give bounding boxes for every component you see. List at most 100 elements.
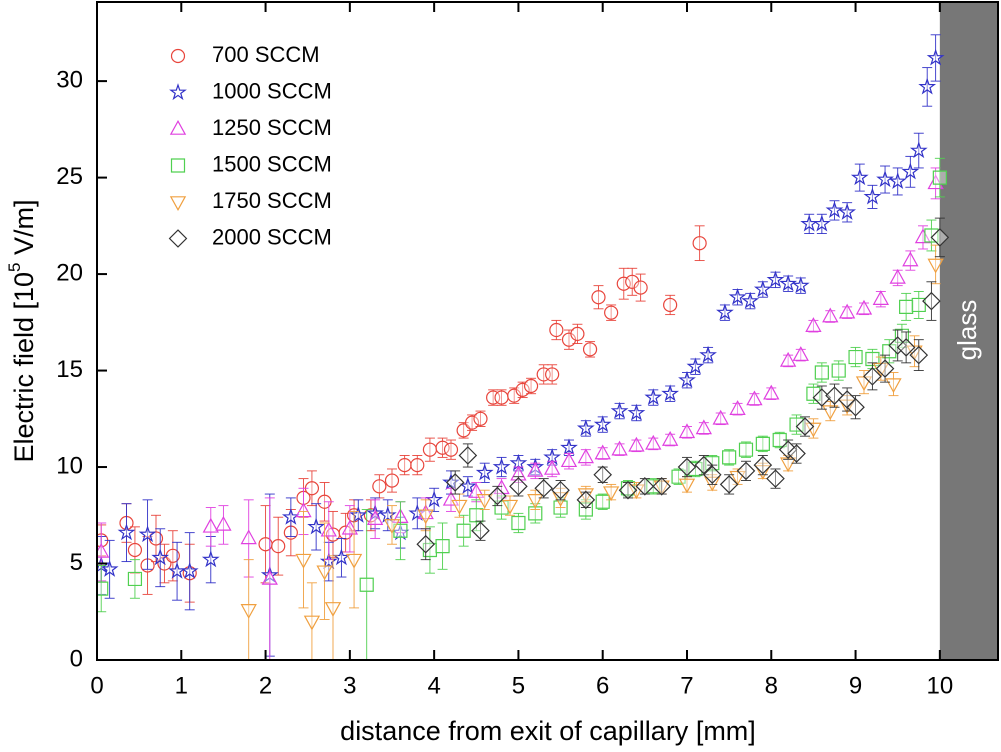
- data-point: [746, 390, 763, 406]
- data-point: [445, 473, 465, 492]
- error-bar: [770, 468, 781, 489]
- data-point: [875, 359, 895, 378]
- data-point: [511, 515, 526, 531]
- data-point: [117, 523, 136, 541]
- x-axis-label: distance from exit of capillary [mm]: [340, 716, 756, 746]
- x-tick-label: 2: [259, 672, 272, 699]
- data-point: [545, 367, 560, 382]
- shaded-region: [939, 2, 998, 660]
- data-point: [240, 529, 257, 545]
- data-point: [397, 458, 412, 473]
- data-point: [303, 615, 321, 631]
- plot-frame: [96, 1, 999, 661]
- data-point: [595, 494, 610, 509]
- data-point: [677, 457, 697, 477]
- data-point: [922, 291, 941, 311]
- data-point: [825, 386, 844, 405]
- error-bar: [585, 341, 596, 358]
- data-point: [772, 432, 787, 448]
- data-point: [618, 480, 638, 500]
- data-point: [451, 499, 468, 515]
- data-point: [863, 187, 882, 205]
- data-point: [501, 499, 519, 515]
- error-bar: [808, 418, 819, 439]
- data-point: [806, 386, 821, 401]
- data-point: [755, 436, 770, 451]
- error-bar: [740, 441, 751, 458]
- error-bar: [926, 281, 937, 321]
- data-point: [889, 268, 906, 284]
- data-point: [753, 455, 773, 475]
- x-tick-label: 0: [90, 672, 103, 699]
- y-tick-label: 25: [56, 163, 83, 190]
- data-point: [435, 440, 450, 455]
- error-bar: [618, 267, 629, 300]
- data-point: [692, 236, 707, 251]
- data-point: [652, 477, 672, 496]
- data-point: [678, 370, 696, 388]
- data-point: [927, 174, 944, 190]
- data-point: [593, 465, 613, 485]
- error-bar: [184, 532, 195, 611]
- data-point: [838, 303, 856, 319]
- error-bar: [260, 505, 271, 584]
- data-point: [616, 276, 631, 291]
- data-point: [469, 508, 484, 523]
- error-bar: [627, 267, 638, 296]
- error-bar: [323, 501, 334, 561]
- series: [240, 244, 944, 660]
- data-point: [473, 411, 488, 426]
- error-bar: [930, 34, 941, 82]
- series: [97, 167, 944, 660]
- data-point: [168, 229, 188, 248]
- data-point: [366, 510, 384, 525]
- error-bar: [488, 389, 499, 406]
- data-point: [911, 297, 926, 313]
- error-bar: [673, 468, 684, 485]
- error-bar: [905, 155, 916, 188]
- data-point: [471, 521, 490, 541]
- error-bar: [475, 410, 486, 427]
- error-bar: [707, 464, 718, 485]
- data-point: [417, 509, 434, 525]
- data-point: [863, 367, 882, 386]
- data-point: [169, 119, 187, 135]
- data-point: [822, 405, 839, 421]
- data-point: [324, 602, 342, 617]
- data-point: [215, 515, 232, 531]
- data-point: [338, 525, 353, 540]
- data-point: [560, 452, 578, 468]
- data-point: [716, 303, 734, 321]
- data-point: [534, 478, 554, 498]
- data-point: [169, 83, 187, 101]
- data-point: [927, 258, 944, 274]
- data-point: [763, 384, 780, 400]
- data-point: [787, 444, 806, 463]
- data-point: [644, 388, 663, 406]
- legend-label: 700 SCCM: [212, 42, 320, 67]
- error-bar: [926, 219, 937, 252]
- error-bar: [901, 331, 912, 364]
- data-point: [791, 276, 810, 294]
- error-bar: [172, 541, 183, 601]
- error-bar: [458, 514, 469, 547]
- error-bar: [934, 217, 945, 258]
- data-point: [281, 507, 300, 525]
- data-point: [509, 477, 528, 496]
- data-point: [494, 390, 509, 405]
- data-point: [410, 458, 425, 473]
- data-point: [899, 299, 914, 314]
- data-point: [349, 505, 368, 523]
- data-point: [778, 440, 798, 459]
- data-point: [738, 442, 754, 457]
- error-bar: [471, 499, 482, 532]
- error-bar: [492, 485, 503, 507]
- data-point: [694, 455, 714, 475]
- error-bar: [424, 526, 435, 574]
- error-bar: [243, 559, 254, 660]
- data-point: [729, 400, 746, 415]
- data-point: [611, 440, 628, 456]
- error-bar: [344, 505, 355, 553]
- series: [416, 217, 950, 561]
